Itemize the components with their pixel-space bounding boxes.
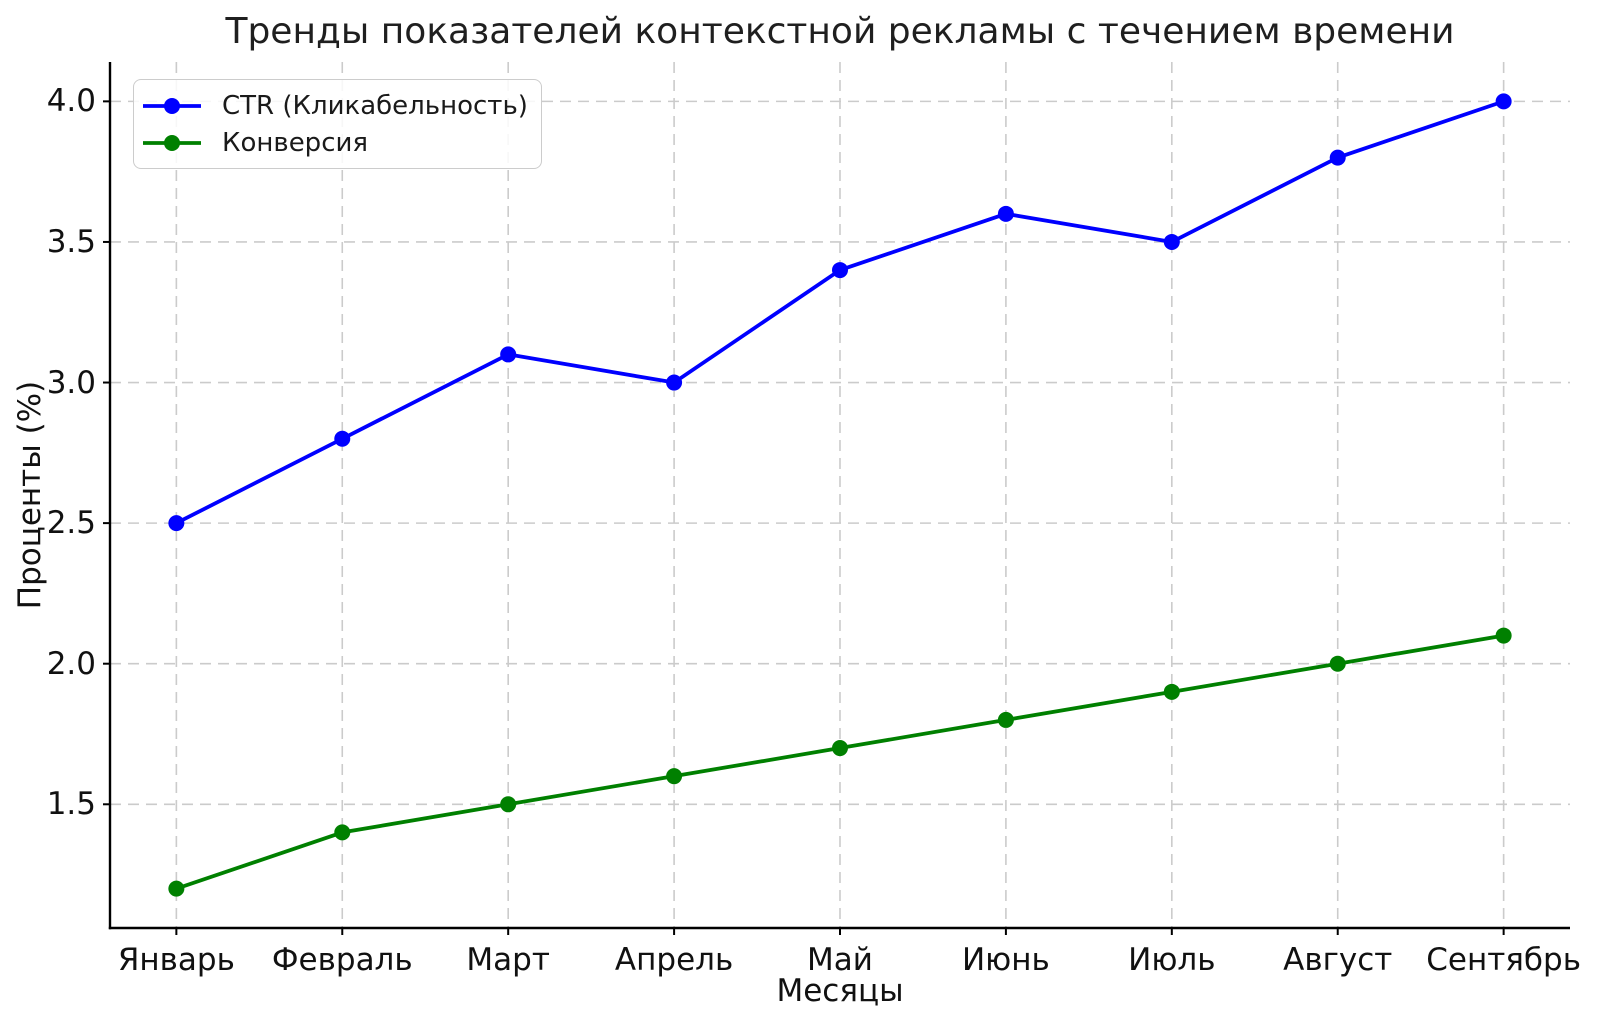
series-marker-1 — [666, 768, 683, 785]
series-marker-0 — [1495, 93, 1512, 110]
y-tick-label: 2.0 — [46, 645, 96, 682]
series-marker-1 — [997, 711, 1014, 728]
series-marker-0 — [666, 374, 683, 391]
y-tick-label: 3.5 — [46, 223, 96, 260]
x-axis-label: Месяцы — [776, 973, 904, 1009]
series-marker-1 — [168, 880, 185, 897]
legend-line-marker-icon — [143, 134, 201, 151]
series-marker-0 — [334, 430, 351, 447]
x-tick-label: Февраль — [271, 942, 413, 978]
legend-swatch-marker — [164, 134, 180, 151]
legend-item: CTR (Кликабельность) — [141, 87, 528, 124]
series-marker-0 — [997, 205, 1014, 222]
legend-item: Конверсия — [141, 124, 528, 161]
series-marker-0 — [1329, 149, 1346, 166]
legend: CTR (Кликабельность) Конверсия — [133, 79, 542, 169]
series-marker-1 — [1495, 627, 1512, 644]
legend-line-marker-icon — [143, 97, 201, 114]
series-line-1 — [174, 633, 1506, 891]
series-marker-0 — [832, 262, 848, 279]
series-marker-1 — [1163, 683, 1180, 700]
y-tick-label: 1.5 — [46, 786, 96, 823]
legend-swatch-marker — [164, 97, 180, 114]
series-marker-1 — [500, 796, 517, 813]
series-marker-0 — [1163, 233, 1180, 250]
series-marker-1 — [832, 740, 848, 757]
x-tick-label: Сентябрь — [1426, 942, 1581, 978]
x-tick-label: Август — [1283, 942, 1393, 978]
y-tick-label: 2.5 — [46, 505, 96, 542]
y-tick-label: 4.0 — [46, 83, 96, 120]
series-marker-1 — [1329, 655, 1346, 672]
legend-label: CTR (Кликабельность) — [222, 90, 528, 121]
x-tick-label: Январь — [117, 942, 235, 978]
x-tick-label: Июнь — [961, 942, 1050, 978]
chart-title: Тренды показателей контекстной рекламы с… — [225, 11, 1455, 52]
y-tick-label: 3.0 — [46, 364, 96, 401]
x-tick-label: Июль — [1128, 942, 1216, 978]
series-marker-0 — [500, 346, 517, 363]
x-tick-label: Март — [466, 942, 550, 978]
series-marker-0 — [168, 515, 185, 532]
x-tick-label: Май — [807, 942, 873, 978]
x-tick-label: Апрель — [614, 942, 734, 978]
y-axis-label: Проценты (%) — [12, 380, 48, 610]
series-marker-1 — [334, 824, 351, 841]
legend-label: Конверсия — [222, 127, 369, 158]
